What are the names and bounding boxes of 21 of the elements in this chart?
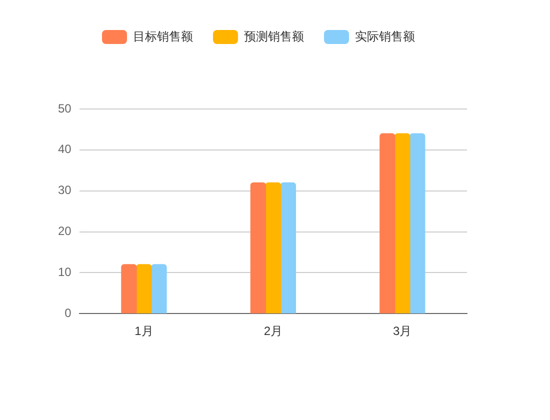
y-tick-label: 40 bbox=[58, 142, 72, 156]
x-tick-label: 1月 bbox=[134, 324, 154, 338]
bar bbox=[151, 264, 167, 314]
y-tick-label: 20 bbox=[58, 224, 72, 238]
legend-label: 目标销售额 bbox=[133, 29, 193, 44]
legend-label: 实际销售额 bbox=[355, 29, 415, 44]
x-tick-label: 3月 bbox=[393, 324, 412, 338]
y-tick-label: 10 bbox=[58, 264, 72, 279]
bar bbox=[250, 182, 266, 314]
bar bbox=[410, 133, 426, 314]
legend-label: 预测销售额 bbox=[244, 29, 304, 44]
y-tick-label: 0 bbox=[64, 306, 72, 320]
bar bbox=[380, 133, 396, 314]
y-tick-label: 30 bbox=[58, 183, 72, 198]
bar bbox=[280, 182, 296, 314]
x-tick-label: 2月 bbox=[264, 324, 283, 338]
bar bbox=[121, 264, 137, 314]
bar bbox=[265, 182, 282, 314]
y-tick-label: 50 bbox=[58, 101, 72, 116]
bar bbox=[136, 264, 152, 314]
bar bbox=[394, 133, 410, 314]
